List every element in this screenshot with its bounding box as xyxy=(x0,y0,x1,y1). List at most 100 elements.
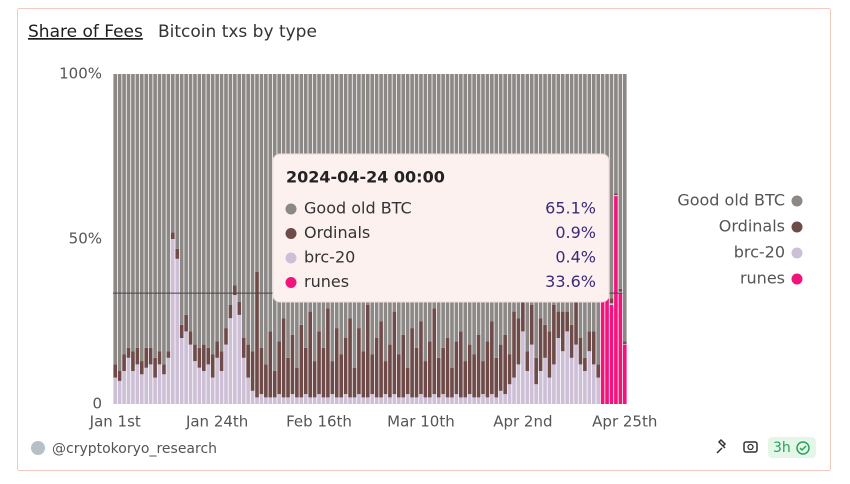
legend-label: runes xyxy=(740,269,785,288)
bar-segment xyxy=(157,74,162,352)
bar-segment xyxy=(224,344,228,404)
bar-segment xyxy=(184,331,188,404)
bar-segment xyxy=(552,305,556,365)
bar-segment xyxy=(560,351,565,404)
bar-segment xyxy=(450,367,454,398)
bar-segment xyxy=(255,397,259,404)
bar-segment xyxy=(197,74,202,348)
bar-segment xyxy=(139,361,144,375)
bar-segment xyxy=(516,364,521,404)
bar-segment xyxy=(485,341,490,398)
subtitle: Bitcoin txs by type xyxy=(158,22,317,42)
bar-segment xyxy=(454,394,459,404)
bar-segment xyxy=(153,74,157,358)
bar-segment xyxy=(560,311,565,352)
bar-segment xyxy=(193,361,197,404)
bar-segment xyxy=(498,344,503,391)
tooltip-name: Good old BTC xyxy=(304,199,412,218)
bar-segment xyxy=(148,347,153,365)
bar-segment xyxy=(162,364,166,375)
bar-segment xyxy=(450,397,454,404)
bar-segment xyxy=(343,394,348,404)
bar-segment xyxy=(618,291,623,294)
camera-icon[interactable] xyxy=(743,441,758,453)
bar-segment xyxy=(162,74,166,365)
bar-segment xyxy=(574,298,578,345)
bar-segment xyxy=(432,308,437,395)
bar-segment xyxy=(308,311,312,398)
bar-segment xyxy=(481,361,485,395)
bar-segment xyxy=(197,367,202,404)
bar-segment xyxy=(401,334,406,398)
bar-segment xyxy=(361,397,366,404)
bar-segment xyxy=(618,293,623,404)
bar-segment xyxy=(463,397,468,404)
bar-segment xyxy=(255,74,259,272)
bar-segment xyxy=(516,318,521,365)
bar-segment xyxy=(241,338,246,358)
tooltip-name: runes xyxy=(304,272,349,291)
bar-segment xyxy=(206,74,211,348)
bar-segment xyxy=(255,272,259,398)
bar-segment xyxy=(246,74,250,345)
bar-segment xyxy=(117,371,122,381)
bar-segment xyxy=(370,354,375,395)
bar-segment xyxy=(202,74,206,345)
bar-segment xyxy=(312,361,317,398)
bar-segment xyxy=(512,311,516,378)
bar-segment xyxy=(312,397,317,404)
bar-segment xyxy=(392,394,397,404)
bar-segment xyxy=(605,285,609,404)
bar-segment xyxy=(348,318,352,398)
bar-segment xyxy=(441,394,445,404)
bar-segment xyxy=(565,331,569,404)
bar-segment xyxy=(525,371,530,404)
tooltip-value: 0.9% xyxy=(555,223,596,242)
bar-segment xyxy=(525,351,530,371)
bar-segment xyxy=(498,390,503,404)
bar-segment xyxy=(467,344,472,395)
bar-segment xyxy=(609,305,614,404)
bar-segment xyxy=(295,367,299,398)
bar-segment xyxy=(361,351,366,398)
bar-segment xyxy=(357,394,361,404)
author[interactable]: @cryptokoryo_research xyxy=(52,441,217,457)
bar-segment xyxy=(272,371,277,398)
bar-segment xyxy=(618,288,623,292)
bar-segment xyxy=(268,397,273,404)
x-tick-label: Jan 24th xyxy=(185,413,248,431)
bar-segment xyxy=(587,331,592,352)
bar-segment xyxy=(272,397,277,404)
bar-segment xyxy=(410,328,414,398)
tab[interactable]: Share of Fees xyxy=(28,22,143,42)
bar-segment xyxy=(614,196,618,404)
legend-label: Good old BTC xyxy=(677,191,785,210)
bar-segment xyxy=(210,354,215,378)
tooltip-dot xyxy=(285,203,297,215)
bar-segment xyxy=(348,397,352,404)
bar-segment xyxy=(113,377,118,404)
bar-segment xyxy=(365,397,370,404)
legend-label: Ordinals xyxy=(719,217,785,236)
bar-segment xyxy=(215,357,219,404)
bar-segment xyxy=(476,334,481,398)
bar-segment xyxy=(614,193,618,196)
bar-segment xyxy=(587,351,592,404)
bar-segment xyxy=(379,397,383,404)
bar-segment xyxy=(609,303,614,305)
bar-segment xyxy=(459,331,463,398)
bar-segment xyxy=(352,367,357,398)
bar-segment xyxy=(365,305,370,398)
bar-segment xyxy=(233,285,237,296)
bar-segment xyxy=(547,377,552,404)
bar-segment xyxy=(552,364,556,404)
pin-icon[interactable] xyxy=(716,438,727,454)
bar-segment xyxy=(219,74,224,352)
bar-segment xyxy=(228,305,233,319)
bar-segment xyxy=(414,347,419,398)
bar-segment xyxy=(215,74,219,342)
bar-segment xyxy=(432,394,437,404)
bar-segment xyxy=(188,74,193,332)
bar-segment xyxy=(396,354,401,398)
bar-segment xyxy=(179,338,184,404)
